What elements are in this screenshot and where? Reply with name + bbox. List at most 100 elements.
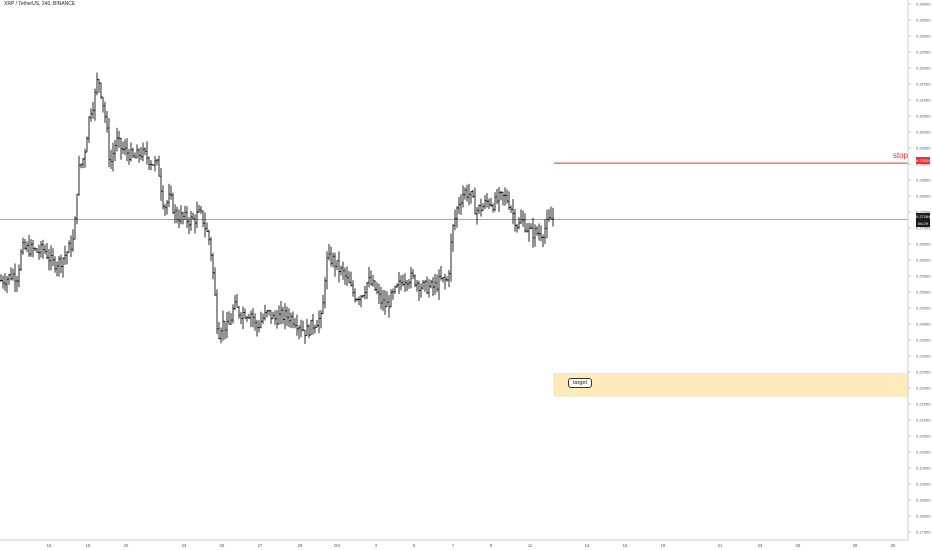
- y-tick-label: 0.19000: [916, 481, 931, 486]
- ohlc-bar: [66, 251, 68, 265]
- y-tick-label: 0.23000: [916, 353, 931, 358]
- ohlc-bar: [250, 310, 252, 327]
- y-tick-label: 0.32500: [916, 49, 931, 54]
- ohlc-bar: [24, 238, 26, 250]
- y-tick-label: 0.25500: [916, 273, 931, 278]
- y-tick-label: 0.17500: [916, 529, 931, 534]
- ohlc-bar: [486, 193, 488, 208]
- ohlc-bar: [388, 295, 390, 318]
- ohlc-bar: [394, 285, 396, 294]
- ohlc-bar: [272, 311, 274, 320]
- ohlc-bar: [276, 309, 278, 329]
- ohlc-bar: [8, 273, 10, 285]
- ohlc-bar: [158, 155, 160, 177]
- ohlc-bar: [226, 311, 228, 339]
- ohlc-bar: [258, 320, 260, 333]
- ohlc-bars: [0, 72, 554, 345]
- ohlc-bar: [252, 308, 254, 328]
- ohlc-bar: [510, 205, 512, 213]
- ohlc-bar: [420, 283, 422, 298]
- ohlc-bar: [296, 314, 298, 336]
- ohlc-bar: [164, 203, 166, 216]
- ohlc-bar: [290, 312, 292, 328]
- ohlc-bar: [238, 305, 240, 319]
- ohlc-bar: [146, 141, 148, 165]
- ohlc-bar: [130, 142, 132, 162]
- y-tick-label: 0.22000: [916, 385, 931, 390]
- x-tick-label: 30: [891, 543, 896, 548]
- ohlc-bar: [412, 269, 414, 280]
- ohlc-bar: [316, 319, 318, 328]
- ohlc-bar: [274, 310, 276, 325]
- ohlc-bar: [516, 223, 518, 233]
- x-tick-label: 25: [796, 543, 801, 548]
- ohlc-bar: [70, 235, 72, 257]
- y-tick-label: 0.34000: [916, 1, 931, 6]
- ohlc-bar: [68, 240, 70, 253]
- ohlc-bar: [234, 295, 236, 311]
- ohlc-bar: [126, 138, 128, 162]
- ohlc-bar: [244, 308, 246, 320]
- ohlc-bar: [220, 327, 222, 344]
- ohlc-bar: [42, 239, 44, 259]
- ohlc-bar: [546, 209, 548, 239]
- ohlc-bar: [324, 277, 326, 309]
- ohlc-bar: [430, 279, 432, 289]
- ohlc-bar: [378, 283, 380, 304]
- ohlc-bar: [308, 324, 310, 339]
- bar-countdown-tag: 06:29: [916, 220, 930, 227]
- x-tick-label: 7: [452, 543, 455, 548]
- ohlc-bar: [32, 239, 34, 258]
- ohlc-bar: [150, 160, 152, 171]
- ohlc-bar: [240, 312, 242, 325]
- ohlc-bar: [328, 244, 330, 261]
- ohlc-bar: [264, 304, 266, 321]
- x-tick-label: 23: [182, 543, 187, 548]
- ohlc-bar: [416, 280, 418, 292]
- x-tick-label: 25: [220, 543, 225, 548]
- y-tick-label: 0.18000: [916, 513, 931, 518]
- ohlc-bar: [108, 118, 110, 168]
- ohlc-bar: [302, 320, 304, 332]
- ohlc-bar: [498, 187, 500, 213]
- ohlc-bar: [144, 147, 146, 156]
- ohlc-bar: [294, 318, 296, 329]
- ohlc-bar: [456, 205, 458, 228]
- x-tick-label: Oct: [334, 543, 341, 548]
- y-tick-label: 0.31000: [916, 97, 931, 102]
- ohlc-bar: [304, 329, 306, 345]
- ohlc-bar: [14, 263, 16, 293]
- ohlc-bar: [188, 217, 190, 235]
- x-tick-label: 14: [585, 543, 590, 548]
- ohlc-bar: [382, 289, 384, 312]
- ohlc-bar: [360, 295, 362, 308]
- ohlc-bar: [552, 207, 554, 227]
- ohlc-bar: [386, 291, 388, 308]
- ohlc-bar: [72, 229, 74, 252]
- ohlc-bar: [178, 209, 180, 229]
- ohlc-bar: [322, 294, 324, 314]
- ohlc-bar: [232, 304, 234, 324]
- ohlc-bar: [56, 261, 58, 277]
- ohlc-bar: [376, 282, 378, 295]
- y-tick-label: 0.20500: [916, 433, 931, 438]
- ohlc-bar: [528, 222, 530, 242]
- y-tick-label: 0.32000: [916, 65, 931, 70]
- ohlc-bar: [400, 275, 402, 291]
- ohlc-bar: [352, 280, 354, 297]
- ohlc-bar: [392, 288, 394, 300]
- y-tick-label: 0.20000: [916, 449, 931, 454]
- ohlc-bar: [186, 206, 188, 228]
- ohlc-bar: [518, 217, 520, 230]
- ohlc-bar: [284, 303, 286, 330]
- ohlc-bar: [120, 137, 122, 160]
- ohlc-bar: [288, 308, 290, 328]
- ohlc-bar: [484, 195, 486, 210]
- ohlc-bar: [544, 219, 546, 244]
- ohlc-bar: [506, 189, 508, 204]
- ohlc-bar: [98, 78, 100, 93]
- ohlc-bar: [408, 279, 410, 289]
- ohlc-bar: [370, 270, 372, 286]
- ohlc-bar: [362, 294, 364, 299]
